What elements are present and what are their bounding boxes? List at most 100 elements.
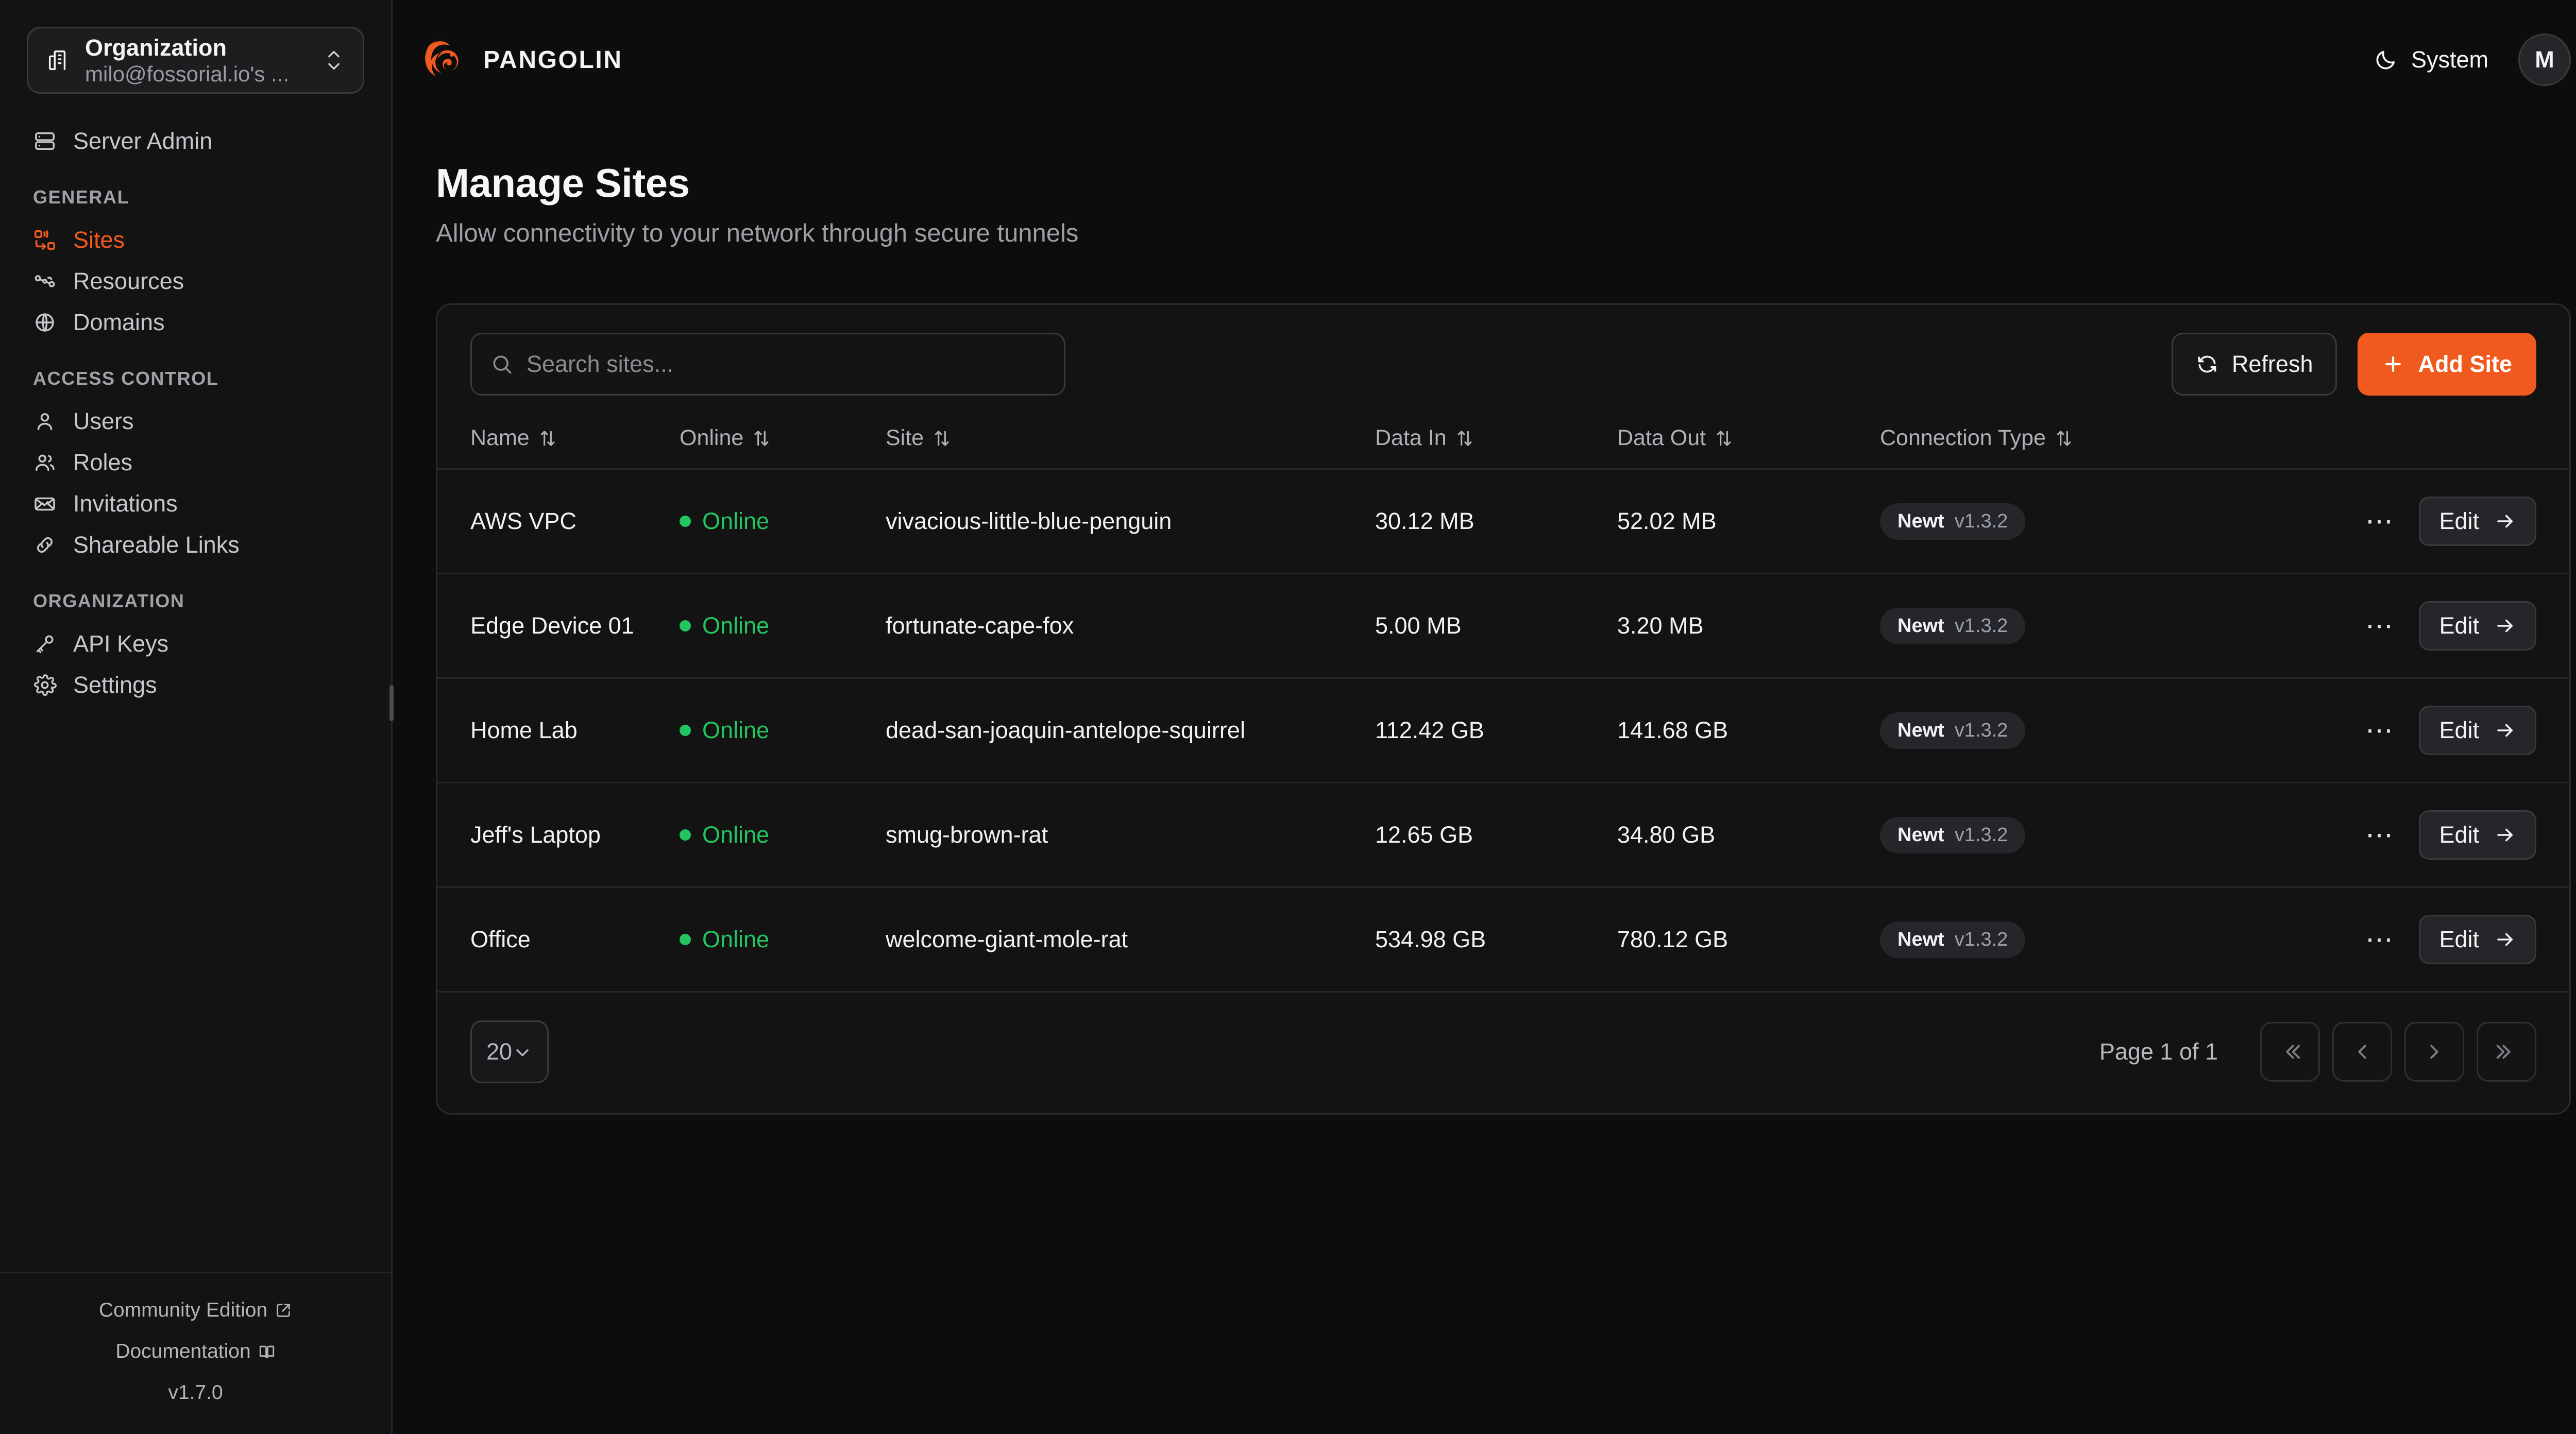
connection-version: v1.3.2 — [1954, 510, 2008, 532]
sidebar-spacer — [0, 706, 391, 1272]
cell-online: Online — [680, 887, 886, 992]
cell-site: fortunate-cape-fox — [886, 612, 1074, 639]
brand[interactable]: PANGOLIN — [420, 36, 623, 83]
edit-button[interactable]: Edit — [2419, 810, 2536, 860]
table-row[interactable]: Jeff's Laptop Online smug-brown-rat 12.6… — [437, 782, 2569, 887]
add-site-button[interactable]: Add Site — [2358, 333, 2536, 396]
cell-name: Jeff's Laptop — [470, 822, 601, 848]
next-page-button[interactable] — [2404, 1022, 2464, 1082]
status-dot — [680, 829, 691, 841]
status-dot — [680, 516, 691, 527]
edit-label: Edit — [2439, 612, 2479, 639]
sites-table-body: AWS VPC Online vivacious-little-blue-pen… — [437, 469, 2569, 992]
sidebar-section-title: ORGANIZATION — [33, 590, 185, 611]
sidebar-item-api-keys[interactable]: API Keys — [27, 623, 364, 664]
table-row[interactable]: Home Lab Online dead-san-joaquin-antelop… — [437, 678, 2569, 783]
sidebar-item-sites[interactable]: Sites — [27, 219, 364, 261]
connection-type-label: Newt — [1897, 928, 1944, 950]
sidebar-item-resources[interactable]: Resources — [27, 261, 364, 302]
community-edition-link[interactable]: Community Edition — [0, 1299, 391, 1322]
plus-icon — [2382, 353, 2404, 375]
edit-button[interactable]: Edit — [2419, 601, 2536, 651]
status-badge: Online — [702, 822, 770, 848]
cell-online: Online — [680, 574, 886, 678]
ellipsis-icon[interactable]: ⋯ — [2365, 506, 2396, 537]
column-header-online[interactable]: Online — [680, 414, 886, 469]
ellipsis-icon[interactable]: ⋯ — [2365, 715, 2396, 746]
column-header-site[interactable]: Site — [886, 414, 1375, 469]
sidebar-resize-handle[interactable] — [389, 685, 394, 721]
column-header-name[interactable]: Name — [437, 414, 680, 469]
page-size-select[interactable]: 20 — [470, 1020, 549, 1083]
arrow-right-icon — [2495, 824, 2516, 846]
cell-connection-type: Newt v1.3.2 — [1880, 574, 2287, 678]
cell-connection-type: Newt v1.3.2 — [1880, 678, 2287, 783]
documentation-link[interactable]: Documentation — [0, 1340, 391, 1363]
table-row[interactable]: Office Online welcome-giant-mole-rat 534… — [437, 887, 2569, 992]
column-label: Online — [680, 425, 744, 450]
chevrons-up-down-icon[interactable] — [323, 45, 345, 76]
search-sites-field[interactable] — [470, 333, 1065, 396]
search-input[interactable] — [527, 351, 1045, 378]
table-row[interactable]: AWS VPC Online vivacious-little-blue-pen… — [437, 469, 2569, 574]
column-header-connection-type[interactable]: Connection Type — [1880, 414, 2287, 469]
building-icon — [46, 48, 70, 72]
cell-actions: ⋯ Edit — [2287, 469, 2569, 574]
connection-type-label: Newt — [1897, 510, 1944, 532]
prev-page-button[interactable] — [2332, 1022, 2392, 1082]
chevrons-left-icon — [2278, 1040, 2302, 1064]
connection-type-badge: Newt v1.3.2 — [1880, 816, 2026, 853]
sidebar-item-settings[interactable]: Settings — [27, 664, 364, 706]
refresh-button[interactable]: Refresh — [2171, 333, 2337, 396]
column-label: Site — [886, 425, 924, 450]
cell-site: welcome-giant-mole-rat — [886, 926, 1128, 952]
ellipsis-icon[interactable]: ⋯ — [2365, 820, 2396, 850]
sidebar-item-label: Resources — [73, 268, 184, 294]
arrow-right-icon — [2495, 720, 2516, 741]
column-header-data-out[interactable]: Data Out — [1617, 414, 1880, 469]
avatar-initial: M — [2535, 46, 2554, 73]
table-row[interactable]: Edge Device 01 Online fortunate-cape-fox… — [437, 573, 2569, 678]
chevron-down-icon — [512, 1042, 533, 1062]
pagination-bar: 20 Page 1 of 1 — [437, 991, 2569, 1113]
chevron-left-icon — [2350, 1040, 2374, 1064]
connection-version: v1.3.2 — [1954, 719, 2008, 741]
first-page-button[interactable] — [2260, 1022, 2320, 1082]
column-label: Data In — [1375, 425, 1447, 450]
connection-version: v1.3.2 — [1954, 928, 2008, 950]
edit-label: Edit — [2439, 508, 2479, 534]
ellipsis-icon[interactable]: ⋯ — [2365, 924, 2396, 955]
documentation-label: Documentation — [115, 1340, 251, 1362]
theme-toggle-button[interactable]: System — [2374, 46, 2488, 73]
cell-data-in: 112.42 GB — [1375, 717, 1484, 743]
cell-data-out: 141.68 GB — [1617, 717, 1728, 743]
edit-button[interactable]: Edit — [2419, 706, 2536, 755]
add-site-label: Add Site — [2418, 351, 2512, 377]
connection-type-label: Newt — [1897, 824, 1944, 846]
sidebar-item-roles[interactable]: Roles — [27, 442, 364, 483]
sidebar-item-domains[interactable]: Domains — [27, 302, 364, 343]
sidebar-item-shareable-links[interactable]: Shareable Links — [27, 524, 364, 566]
cell-name: Home Lab — [470, 717, 578, 743]
connection-type-label: Newt — [1897, 719, 1944, 741]
cell-online: Online — [680, 469, 886, 574]
pager-controls — [2260, 1022, 2536, 1082]
ellipsis-icon[interactable]: ⋯ — [2365, 610, 2396, 641]
connection-type-label: Newt — [1897, 614, 1944, 637]
cell-actions: ⋯ Edit — [2287, 678, 2569, 783]
sites-table: Name — [437, 414, 2569, 991]
sidebar-item-label: Domains — [73, 309, 165, 335]
sidebar-item-server-admin[interactable]: Server Admin — [27, 121, 364, 162]
sidebar-item-label: Shareable Links — [73, 532, 240, 558]
sidebar-item-invitations[interactable]: Invitations — [27, 483, 364, 524]
cell-actions: ⋯ Edit — [2287, 887, 2569, 992]
last-page-button[interactable] — [2477, 1022, 2536, 1082]
avatar[interactable]: M — [2518, 33, 2571, 86]
edit-button[interactable]: Edit — [2419, 497, 2536, 546]
sites-card: Refresh Add Site — [436, 303, 2571, 1115]
sidebar-item-users[interactable]: Users — [27, 401, 364, 442]
sidebar-group-organization: API Keys Settings — [27, 623, 364, 706]
edit-button[interactable]: Edit — [2419, 915, 2536, 964]
column-header-data-in[interactable]: Data In — [1375, 414, 1617, 469]
org-switcher[interactable]: Organization milo@fossorial.io's ... — [27, 27, 364, 94]
